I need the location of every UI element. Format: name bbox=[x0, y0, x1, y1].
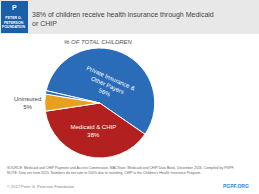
svg-text:PETER G.PETERSONFOUNDATION: PETER G.PETERSONFOUNDATION bbox=[2, 16, 26, 29]
svg-text:P: P bbox=[12, 4, 17, 11]
svg-text:Medicaid & CHIP38%: Medicaid & CHIP38% bbox=[70, 124, 116, 138]
svg-text:© 2017 Peter G. Peterson Found: © 2017 Peter G. Peterson Foundation bbox=[7, 184, 74, 189]
svg-text:38% of children receive health: 38% of children receive health insurance… bbox=[32, 11, 214, 27]
svg-text:PGPF.ORG: PGPF.ORG bbox=[223, 183, 249, 189]
svg-text:Uninsured5%: Uninsured5% bbox=[14, 96, 41, 110]
svg-text:SOURCE: Medicaid and CHIP Paym: SOURCE: Medicaid and CHIP Payment and Ac… bbox=[7, 166, 234, 175]
svg-text:% OF TOTAL CHILDREN: % OF TOTAL CHILDREN bbox=[64, 39, 133, 45]
svg-text:Private Insurance &Other Payer: Private Insurance &Other Payers56% bbox=[79, 65, 136, 106]
